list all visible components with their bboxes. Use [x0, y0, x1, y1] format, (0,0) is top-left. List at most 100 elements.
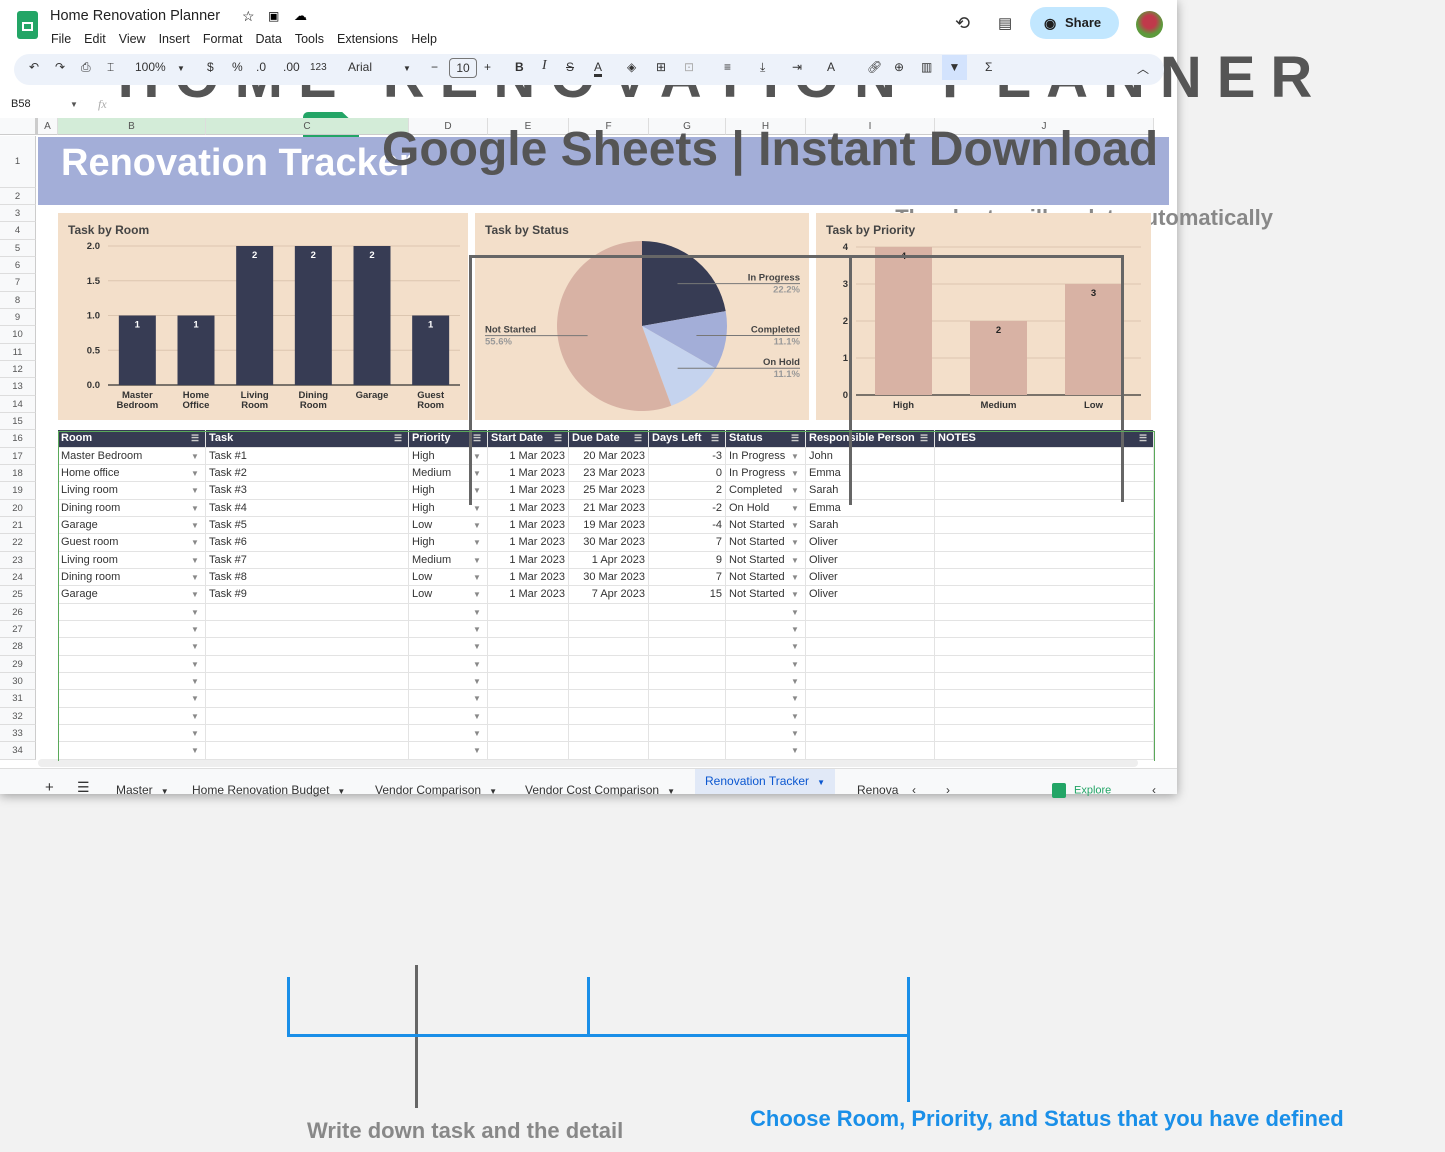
- row-header[interactable]: 6: [0, 256, 36, 275]
- table-cell[interactable]: [935, 620, 1154, 639]
- insert-comment-icon[interactable]: ⊕: [894, 60, 905, 74]
- dropdown-arrow-icon[interactable]: ▼: [191, 607, 199, 617]
- table-cell[interactable]: ▼: [726, 690, 806, 708]
- filter-icon[interactable]: ☰: [1138, 433, 1148, 444]
- table-cell[interactable]: [806, 638, 935, 656]
- menu-format[interactable]: Format: [202, 32, 243, 46]
- table-cell[interactable]: [935, 742, 1154, 760]
- print-icon[interactable]: ⎙: [81, 60, 91, 74]
- column-header-B[interactable]: B: [58, 118, 206, 135]
- table-cell[interactable]: John: [806, 447, 935, 465]
- table-cell[interactable]: [488, 690, 569, 708]
- table-cell[interactable]: On Hold ▼: [726, 499, 806, 517]
- table-cell[interactable]: [488, 638, 569, 656]
- table-cell[interactable]: [935, 586, 1154, 604]
- dropdown-arrow-icon[interactable]: ▼: [191, 746, 199, 756]
- table-cell[interactable]: Oliver: [806, 551, 935, 569]
- table-cell[interactable]: Garage ▼: [58, 516, 206, 535]
- filter-icon[interactable]: ☰: [553, 433, 563, 444]
- table-cell[interactable]: 1 Mar 2023: [488, 551, 569, 569]
- row-header[interactable]: 1: [0, 136, 36, 188]
- dropdown-arrow-icon[interactable]: ▼: [473, 572, 481, 582]
- table-cell[interactable]: ▼: [58, 638, 206, 656]
- table-cell[interactable]: [206, 655, 409, 673]
- scroll-tabs-right-icon[interactable]: ›: [946, 783, 950, 797]
- dropdown-arrow-icon[interactable]: ▼: [791, 468, 799, 478]
- table-cell[interactable]: [649, 620, 726, 639]
- table-header-notes[interactable]: NOTES ☰: [935, 430, 1154, 448]
- text-color-icon[interactable]: A: [594, 60, 603, 77]
- table-cell[interactable]: High ▼: [409, 447, 488, 465]
- dropdown-arrow-icon[interactable]: ▼: [791, 659, 799, 669]
- filter-icon[interactable]: ☰: [190, 433, 200, 444]
- column-header-G[interactable]: G: [649, 118, 726, 135]
- dropdown-arrow-icon[interactable]: ▼: [791, 451, 799, 461]
- sheet-tab[interactable]: Renovation Tracker ▼: [695, 769, 835, 794]
- dropdown-arrow-icon[interactable]: ▼: [473, 555, 481, 565]
- row-header[interactable]: 21: [0, 516, 36, 535]
- table-cell[interactable]: Emma: [806, 499, 935, 517]
- dropdown-arrow-icon[interactable]: ▼: [473, 746, 481, 756]
- table-cell[interactable]: Task #3: [206, 482, 409, 500]
- scroll-tabs-left-icon[interactable]: ‹: [912, 783, 916, 797]
- table-cell[interactable]: [488, 672, 569, 691]
- table-header-task[interactable]: Task ☰: [206, 430, 409, 448]
- table-cell[interactable]: [806, 620, 935, 639]
- table-cell[interactable]: Task #1: [206, 447, 409, 465]
- row-header[interactable]: 26: [0, 603, 36, 621]
- table-cell[interactable]: 15: [649, 586, 726, 604]
- table-cell[interactable]: Oliver: [806, 586, 935, 604]
- italic-icon[interactable]: I: [542, 58, 547, 73]
- dropdown-arrow-icon[interactable]: ▼: [191, 676, 199, 686]
- table-header-responsible-person[interactable]: Responsible Person ☰: [806, 430, 935, 448]
- name-box[interactable]: B58: [11, 98, 31, 110]
- table-cell[interactable]: Not Started ▼: [726, 516, 806, 535]
- table-cell[interactable]: [206, 707, 409, 725]
- dropdown-arrow-icon[interactable]: ▼: [791, 503, 799, 513]
- table-cell[interactable]: [488, 655, 569, 673]
- dropdown-arrow-icon[interactable]: ▼: [791, 607, 799, 617]
- table-cell[interactable]: Not Started ▼: [726, 534, 806, 552]
- table-cell[interactable]: [935, 551, 1154, 569]
- table-cell[interactable]: Living room ▼: [58, 482, 206, 500]
- table-cell[interactable]: Task #5: [206, 516, 409, 535]
- dropdown-arrow-icon[interactable]: ▼: [191, 642, 199, 652]
- row-header[interactable]: 15: [0, 412, 36, 431]
- table-cell[interactable]: -4: [649, 516, 726, 535]
- chart-task-by-status[interactable]: In Progress 22.2% Completed 11.1% On Hold 11.…: [475, 213, 809, 420]
- redo-icon[interactable]: ↷: [55, 60, 66, 74]
- table-cell[interactable]: 1 Mar 2023: [488, 499, 569, 517]
- table-cell[interactable]: Dining room ▼: [58, 499, 206, 517]
- table-cell[interactable]: [569, 707, 649, 725]
- row-header[interactable]: 8: [0, 291, 36, 309]
- row-header[interactable]: 19: [0, 482, 36, 500]
- row-header[interactable]: 24: [0, 568, 36, 587]
- filter-icon[interactable]: ☰: [633, 433, 643, 444]
- table-cell[interactable]: [935, 534, 1154, 552]
- undo-icon[interactable]: ↶: [29, 60, 40, 74]
- dropdown-arrow-icon[interactable]: ▼: [791, 676, 799, 686]
- all-sheets-menu-icon[interactable]: ☰: [77, 779, 90, 795]
- table-cell[interactable]: 1 Mar 2023: [488, 586, 569, 604]
- table-cell[interactable]: Task #9: [206, 586, 409, 604]
- filter-icon[interactable]: ☰: [710, 433, 720, 444]
- dropdown-arrow-icon[interactable]: ▼: [791, 572, 799, 582]
- table-cell[interactable]: Guest room ▼: [58, 534, 206, 552]
- strikethrough-icon[interactable]: S: [566, 60, 575, 74]
- table-cell[interactable]: Task #4: [206, 499, 409, 517]
- menu-file[interactable]: File: [51, 32, 72, 46]
- column-header-C[interactable]: C: [206, 118, 409, 135]
- dropdown-arrow-icon[interactable]: ▼: [791, 746, 799, 756]
- row-header[interactable]: 10: [0, 326, 36, 344]
- table-cell[interactable]: [935, 516, 1154, 535]
- dropdown-arrow-icon[interactable]: ▼: [473, 468, 481, 478]
- table-cell[interactable]: ▼: [409, 742, 488, 760]
- table-cell[interactable]: [649, 724, 726, 743]
- currency-format-button[interactable]: $: [207, 60, 214, 74]
- table-cell[interactable]: ▼: [726, 724, 806, 743]
- table-cell[interactable]: [206, 742, 409, 760]
- menu-tools[interactable]: Tools: [294, 32, 325, 46]
- side-panel-toggle-icon[interactable]: ‹: [1152, 783, 1156, 797]
- text-rotation-icon[interactable]: A: [827, 60, 836, 74]
- table-cell[interactable]: Sarah: [806, 516, 935, 535]
